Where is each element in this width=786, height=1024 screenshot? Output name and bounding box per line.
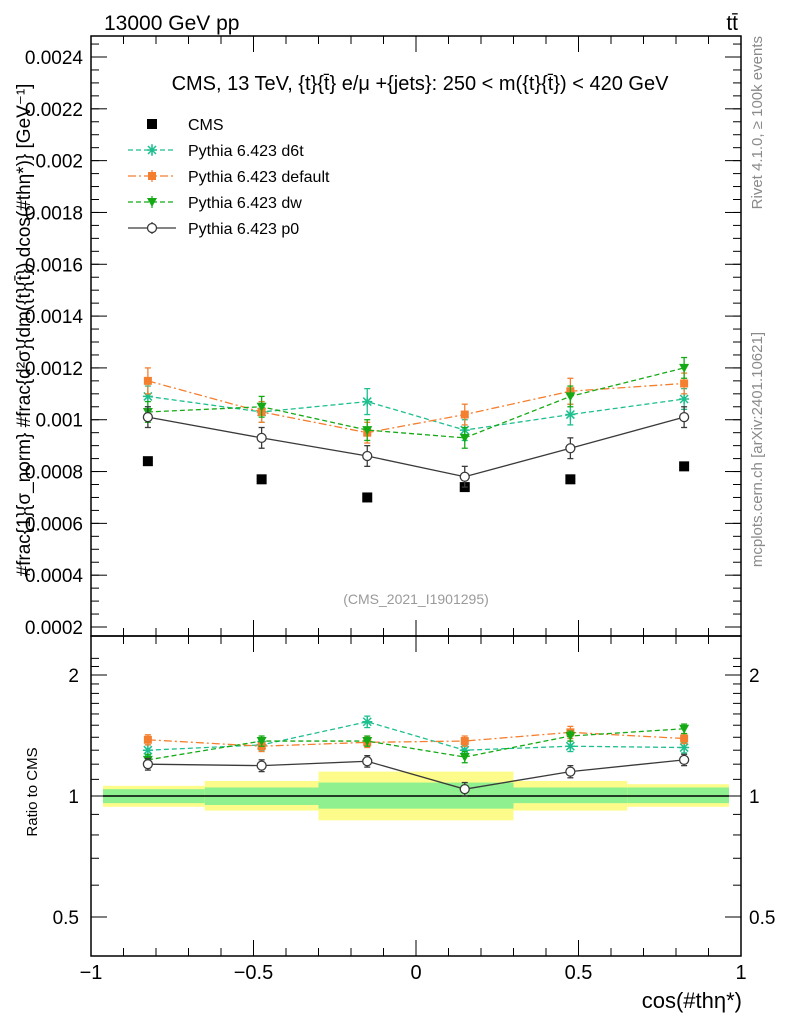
x-tick-label-2: 0 <box>410 962 421 984</box>
y-axis-label-main: #frac{1}{σ_norm} #frac{d²σ}{dm({t}{t̄}) … <box>14 84 35 577</box>
main-point-3-5 <box>679 363 690 373</box>
main-point-4-4 <box>565 443 576 454</box>
main-ytick-label-2: 0.0006 <box>25 514 83 535</box>
ratio-point-3-4 <box>565 766 576 777</box>
legend: CMS Pythia 6.423 d6t Pythia 6.423 default P… <box>128 117 330 238</box>
legend-label-4: Pythia 6.423 p0 <box>188 221 299 238</box>
main-ytick-label-6: 0.0014 <box>25 307 84 328</box>
legend-marker-0 <box>147 119 157 129</box>
main-point-2-0 <box>143 376 152 385</box>
ratio-point-1-5 <box>680 734 689 743</box>
ratio-point-2-5 <box>679 724 690 734</box>
main-point-4-2 <box>362 450 373 462</box>
main-series-layer <box>142 356 690 503</box>
main-point-0-4 <box>565 474 576 485</box>
main-point-0-5 <box>679 461 690 472</box>
mcplots-label: mcplots.cern.ch [arXiv:2401.10621] <box>749 332 766 567</box>
main-line-4 <box>147 416 685 478</box>
main-point-0-0 <box>142 456 153 467</box>
main-point-1-0 <box>142 391 153 402</box>
main-line-3 <box>147 367 685 439</box>
ratio-line-2 <box>147 728 685 761</box>
main-ytick-label-7: 0.0016 <box>25 255 83 276</box>
ratio-point-1-3 <box>460 737 469 746</box>
main-point-1-2 <box>362 396 373 407</box>
ratio-series-layer <box>142 715 690 797</box>
ratio-ytick-label-2: 2 <box>68 666 79 687</box>
main-point-4-0 <box>142 411 154 423</box>
legend-marker-2 <box>148 172 156 180</box>
x-tick-label-1: −0.5 <box>234 962 273 984</box>
x-tick-label-4: 1 <box>735 962 746 984</box>
ratio-ytick-label-right-1: 1 <box>749 787 760 808</box>
main-point-3-2 <box>362 426 373 436</box>
ratio-point-0-3 <box>459 745 470 756</box>
ratio-point-3-2 <box>362 756 373 767</box>
main-point-2-5 <box>680 379 689 388</box>
main-point-1-4 <box>565 409 576 420</box>
main-point-4-3 <box>459 471 470 482</box>
main-point-0-2 <box>362 492 373 503</box>
legend-marker-1 <box>147 145 157 155</box>
ratio-point-0-2 <box>362 716 373 727</box>
ratio-point-0-5 <box>679 742 690 753</box>
ratio-ytick-label-1: 1 <box>68 787 79 808</box>
ratio-point-1-0 <box>143 735 152 744</box>
main-point-3-4 <box>565 392 576 402</box>
y-axis-label-ratio: Ratio to CMS <box>24 747 41 836</box>
x-tick-label-3: 0.5 <box>565 962 593 984</box>
x-axis-label: cos(#thη*) <box>642 988 742 1013</box>
main-point-2-3 <box>460 410 469 419</box>
main-ytick-label-8: 0.0018 <box>25 203 83 224</box>
ratio-line-0 <box>147 721 685 751</box>
ratio-ytick-label-0: 0.5 <box>53 908 79 929</box>
ratio-line-1 <box>147 731 685 747</box>
chart-title: CMS, 13 TeV, {t}{t̄} e/μ +{jets}: 250 < … <box>172 73 670 95</box>
main-ytick-label-4: 0.001 <box>35 411 83 432</box>
process-label: tt̄ <box>726 12 738 35</box>
x-tick-label-0: −1 <box>80 962 103 984</box>
ratio-ytick-label-right-2: 2 <box>749 666 760 687</box>
main-ytick-label-3: 0.0008 <box>25 463 83 484</box>
ratio-point-0-0 <box>142 745 153 756</box>
rivet-version-label: Rivet 4.1.0, ≥ 100k events <box>749 36 766 209</box>
main-line-1 <box>147 395 685 431</box>
main-ytick-label-0: 0.0002 <box>25 618 83 639</box>
main-ytick-label-5: 0.0012 <box>25 359 83 380</box>
main-ytick-label-10: 0.0022 <box>25 100 83 121</box>
main-point-0-1 <box>256 474 267 485</box>
legend-label-2: Pythia 6.423 default <box>188 169 330 186</box>
main-point-3-3 <box>459 433 470 443</box>
main-point-1-5 <box>679 394 690 404</box>
ratio-point-2-3 <box>459 753 470 763</box>
ratio-point-3-1 <box>256 760 267 771</box>
main-ytick-label-1: 0.0004 <box>25 566 84 587</box>
legend-label-0: CMS <box>188 117 224 134</box>
main-point-4-1 <box>256 432 267 444</box>
legend-marker-4 <box>146 222 158 234</box>
ratio-point-2-1 <box>256 737 267 747</box>
ratio-point-3-3 <box>459 784 470 795</box>
legend-label-3: Pythia 6.423 dw <box>188 195 302 212</box>
ratio-point-2-2 <box>362 737 373 747</box>
main-ytick-label-11: 0.0024 <box>25 48 84 69</box>
ratio-point-2-4 <box>565 732 576 742</box>
ratio-point-0-4 <box>565 741 576 752</box>
ratio-point-3-0 <box>142 759 154 770</box>
ratio-point-3-5 <box>678 754 690 766</box>
axes-layer: 0.0002 0.0004 0.0006 0.0008 0.001 0.0012 0.001… <box>25 35 775 984</box>
legend-marker-3 <box>147 198 157 207</box>
ratio-ytick-label-right-0: 0.5 <box>749 908 775 929</box>
analysis-watermark: (CMS_2021_I1901295) <box>343 591 489 607</box>
legend-label-1: Pythia 6.423 d6t <box>188 143 304 160</box>
main-point-3-1 <box>256 402 267 412</box>
energy-label: 13000 GeV pp <box>104 12 239 35</box>
main-point-4-5 <box>678 411 690 423</box>
main-ytick-label-9: 0.002 <box>35 152 83 173</box>
main-line-2 <box>147 380 685 434</box>
ratio-line-3 <box>147 759 685 790</box>
